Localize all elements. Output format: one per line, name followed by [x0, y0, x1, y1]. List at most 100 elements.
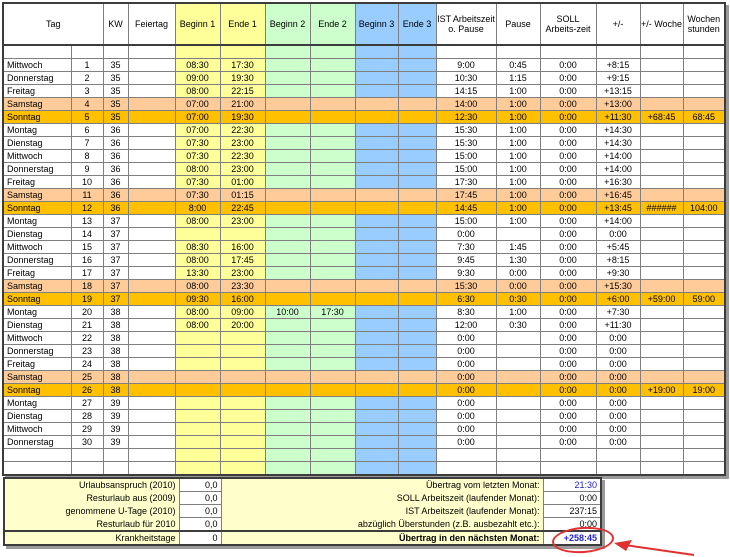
- cell-b1[interactable]: [174, 227, 221, 241]
- cell-day[interactable]: Dienstag: [2, 318, 72, 332]
- cell-b3[interactable]: [354, 357, 399, 371]
- cell-wdiff[interactable]: ######: [639, 201, 684, 215]
- summary-left-value[interactable]: 0,0: [178, 491, 222, 505]
- cell-e3[interactable]: [397, 136, 437, 150]
- cell-b2[interactable]: [264, 396, 311, 410]
- cell-b2[interactable]: [264, 136, 311, 150]
- cell-e2[interactable]: [309, 44, 356, 59]
- cell-e2[interactable]: [309, 71, 356, 85]
- cell-n[interactable]: [70, 44, 104, 59]
- cell-n[interactable]: 27: [70, 396, 104, 410]
- cell-ist[interactable]: 15:30: [435, 136, 497, 150]
- cell-e3[interactable]: [397, 123, 437, 137]
- cell-n[interactable]: 5: [70, 110, 104, 124]
- cell-ist[interactable]: [435, 448, 497, 462]
- cell-diff[interactable]: +16:30: [595, 175, 641, 189]
- cell-e3[interactable]: [397, 266, 437, 280]
- cell-ist[interactable]: 0:00: [435, 331, 497, 345]
- cell-e3[interactable]: [397, 318, 437, 332]
- cell-holiday[interactable]: [127, 44, 176, 59]
- cell-pause[interactable]: 1:00: [495, 97, 541, 111]
- cell-wdiff[interactable]: [639, 149, 684, 163]
- cell-day[interactable]: Freitag: [2, 266, 72, 280]
- cell-e2[interactable]: [309, 227, 356, 241]
- cell-pause[interactable]: [495, 331, 541, 345]
- cell-pause[interactable]: 1:45: [495, 240, 541, 254]
- cell-day[interactable]: [2, 461, 72, 476]
- cell-soll[interactable]: 0:00: [539, 240, 597, 254]
- cell-n[interactable]: 22: [70, 331, 104, 345]
- cell-whours[interactable]: [682, 71, 727, 85]
- cell-b3[interactable]: [354, 396, 399, 410]
- cell-b1[interactable]: 08:00: [174, 253, 221, 267]
- cell-whours[interactable]: [682, 97, 727, 111]
- cell-b2[interactable]: [264, 331, 311, 345]
- cell-e2[interactable]: [309, 240, 356, 254]
- cell-e1[interactable]: 22:30: [219, 149, 266, 163]
- cell-ist[interactable]: 0:00: [435, 422, 497, 436]
- cell-n[interactable]: 28: [70, 409, 104, 423]
- cell-e1[interactable]: [219, 370, 266, 384]
- summary-right-value[interactable]: 237:15: [542, 504, 602, 518]
- cell-holiday[interactable]: [127, 71, 176, 85]
- cell-e2[interactable]: [309, 409, 356, 423]
- cell-b3[interactable]: [354, 214, 399, 228]
- cell-wdiff[interactable]: [639, 279, 684, 293]
- cell-kw[interactable]: 35: [102, 71, 129, 85]
- cell-e3[interactable]: [397, 422, 437, 436]
- cell-pause[interactable]: 1:00: [495, 214, 541, 228]
- cell-pause[interactable]: [495, 435, 541, 449]
- cell-e2[interactable]: [309, 162, 356, 176]
- cell-holiday[interactable]: [127, 201, 176, 215]
- cell-kw[interactable]: 39: [102, 396, 129, 410]
- cell-holiday[interactable]: [127, 331, 176, 345]
- cell-n[interactable]: 20: [70, 305, 104, 319]
- cell-whours[interactable]: [682, 461, 727, 476]
- cell-b3[interactable]: [354, 305, 399, 319]
- summary-right-value[interactable]: +258:45: [542, 530, 602, 546]
- cell-ist[interactable]: [435, 44, 497, 59]
- cell-holiday[interactable]: [127, 396, 176, 410]
- cell-diff[interactable]: +15:30: [595, 279, 641, 293]
- cell-b1[interactable]: 08:00: [174, 279, 221, 293]
- cell-b1[interactable]: 08:00: [174, 84, 221, 98]
- cell-soll[interactable]: 0:00: [539, 331, 597, 345]
- cell-e3[interactable]: [397, 370, 437, 384]
- cell-e1[interactable]: [219, 357, 266, 371]
- cell-ist[interactable]: 10:30: [435, 71, 497, 85]
- cell-b2[interactable]: 10:00: [264, 305, 311, 319]
- cell-n[interactable]: 23: [70, 344, 104, 358]
- cell-kw[interactable]: 35: [102, 97, 129, 111]
- cell-kw[interactable]: 36: [102, 201, 129, 215]
- cell-b3[interactable]: [354, 136, 399, 150]
- summary-left-value[interactable]: 0,0: [178, 477, 222, 492]
- cell-whours[interactable]: [682, 370, 727, 384]
- cell-b1[interactable]: 08:30: [174, 240, 221, 254]
- cell-b3[interactable]: [354, 84, 399, 98]
- cell-ist[interactable]: 15:30: [435, 123, 497, 137]
- cell-b3[interactable]: [354, 279, 399, 293]
- cell-b2[interactable]: [264, 71, 311, 85]
- cell-e2[interactable]: [309, 136, 356, 150]
- cell-n[interactable]: 6: [70, 123, 104, 137]
- cell-n[interactable]: 2: [70, 71, 104, 85]
- cell-day[interactable]: Samstag: [2, 97, 72, 111]
- cell-kw[interactable]: 37: [102, 227, 129, 241]
- cell-e1[interactable]: [219, 331, 266, 345]
- cell-diff[interactable]: +16:45: [595, 188, 641, 202]
- cell-whours[interactable]: [682, 123, 727, 137]
- cell-soll[interactable]: 0:00: [539, 253, 597, 267]
- cell-soll[interactable]: 0:00: [539, 318, 597, 332]
- cell-b1[interactable]: [174, 370, 221, 384]
- cell-b1[interactable]: 07:00: [174, 97, 221, 111]
- cell-e3[interactable]: [397, 357, 437, 371]
- cell-wdiff[interactable]: [639, 318, 684, 332]
- cell-soll[interactable]: 0:00: [539, 383, 597, 397]
- cell-wdiff[interactable]: [639, 71, 684, 85]
- cell-e2[interactable]: [309, 344, 356, 358]
- cell-holiday[interactable]: [127, 97, 176, 111]
- cell-kw[interactable]: 38: [102, 357, 129, 371]
- cell-whours[interactable]: [682, 240, 727, 254]
- cell-whours[interactable]: [682, 175, 727, 189]
- cell-n[interactable]: 29: [70, 422, 104, 436]
